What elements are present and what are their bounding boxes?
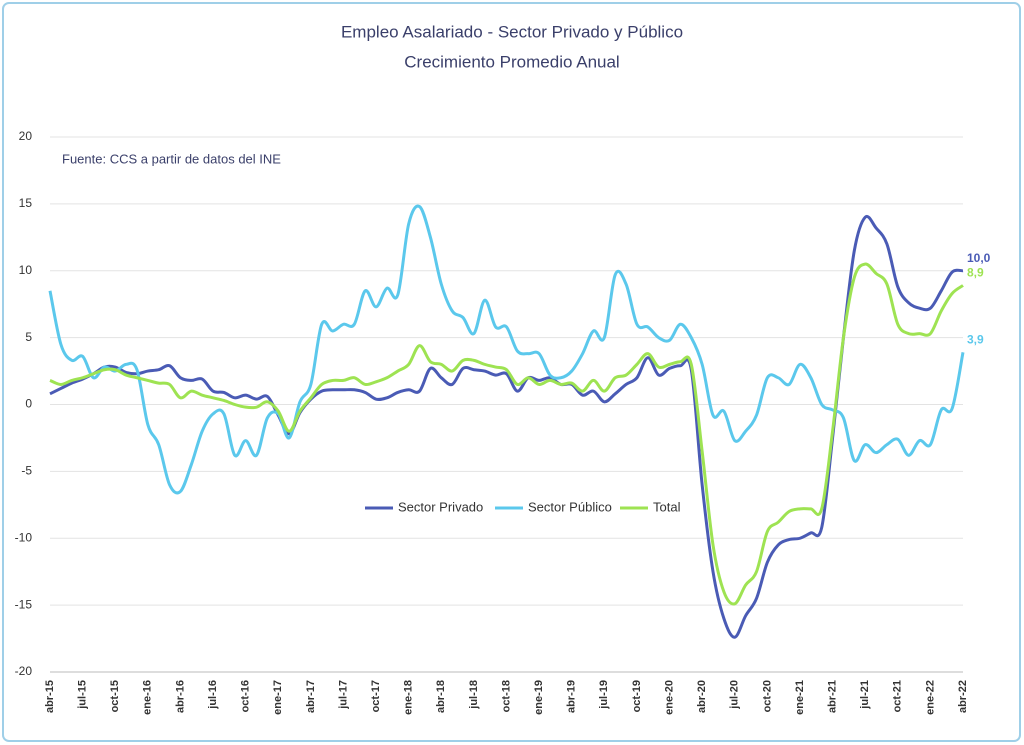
x-tick-label: jul-15 [77, 680, 89, 710]
x-tick-label: abr-15 [44, 680, 56, 713]
series-line [49, 214, 964, 639]
y-tick-label: 5 [25, 330, 32, 344]
x-tick-label: abr-16 [174, 680, 186, 713]
x-tick-label: abr-18 [435, 680, 447, 713]
data-label: 8,9 [967, 266, 984, 280]
x-tick-label: oct-20 [761, 680, 773, 712]
x-tick-label: abr-17 [305, 680, 317, 713]
x-tick-label: oct-21 [892, 680, 904, 712]
chart-subtitle: Crecimiento Promedio Anual [404, 52, 619, 71]
data-label: 10,0 [967, 251, 991, 265]
y-tick-label: 20 [19, 129, 33, 143]
x-tick-label: oct-17 [370, 680, 382, 712]
x-tick-label: oct-18 [500, 680, 512, 712]
x-tick-label: jul-20 [729, 680, 741, 710]
x-tick-label: ene-18 [403, 680, 415, 715]
y-tick-label: -20 [15, 664, 33, 678]
x-tick-label: abr-20 [696, 680, 708, 713]
x-tick-label: jul-19 [598, 680, 610, 710]
x-tick-label: oct-16 [240, 680, 252, 712]
x-tick-label: ene-22 [924, 680, 936, 715]
y-tick-label: 0 [25, 397, 32, 411]
legend-label: Sector Privado [398, 499, 483, 514]
x-tick-label: jul-18 [468, 680, 480, 710]
x-tick-label: ene-20 [663, 680, 675, 715]
x-tick-label: abr-19 [566, 680, 578, 713]
legend-label: Total [653, 499, 681, 514]
y-tick-label: 15 [19, 196, 33, 210]
x-tick-label: oct-15 [109, 680, 121, 712]
data-label: 3,9 [967, 333, 984, 347]
legend-label: Sector Público [528, 499, 612, 514]
y-tick-label: 10 [19, 263, 33, 277]
y-tick-label: -15 [15, 597, 33, 611]
series-line [48, 204, 965, 495]
x-tick-label: abr-21 [826, 680, 838, 713]
x-tick-label: ene-16 [142, 680, 154, 715]
x-tick-label: ene-21 [794, 680, 806, 715]
x-tick-label: jul-16 [207, 680, 219, 710]
x-tick-label: ene-19 [533, 680, 545, 715]
y-tick-label: -5 [21, 464, 32, 478]
x-tick-label: ene-17 [272, 680, 284, 715]
x-tick-label: jul-21 [859, 680, 871, 710]
x-tick-label: oct-19 [631, 680, 643, 712]
chart-title: Empleo Asalariado - Sector Privado y Púb… [341, 22, 683, 41]
y-tick-label: -10 [15, 530, 33, 544]
source-note: Fuente: CCS a partir de datos del INE [62, 151, 281, 166]
x-tick-label: abr-22 [957, 680, 969, 713]
series-line [49, 262, 964, 606]
x-tick-label: jul-17 [337, 680, 349, 710]
